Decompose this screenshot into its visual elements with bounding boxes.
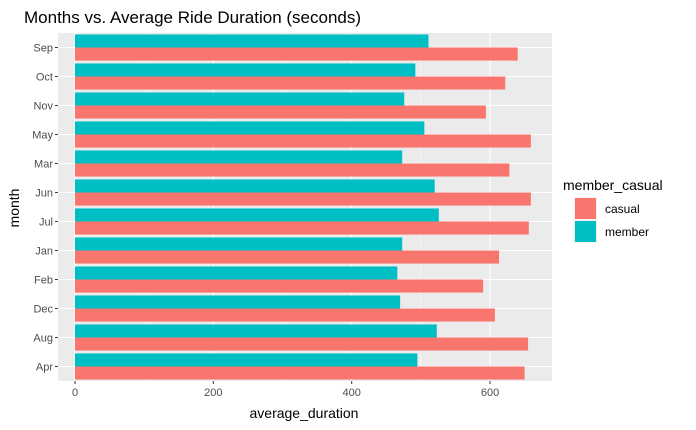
bar-casual-sep bbox=[75, 47, 518, 61]
bar-member-sep bbox=[75, 34, 429, 48]
y-tick-label: Mar bbox=[34, 159, 53, 171]
bar-casual-mar bbox=[75, 163, 510, 177]
x-axis-title: average_duration bbox=[250, 405, 359, 421]
y-tick-label: Jul bbox=[39, 217, 53, 229]
bar-casual-oct bbox=[75, 76, 506, 90]
bar-casual-apr bbox=[75, 366, 525, 380]
bar-member-may bbox=[75, 121, 425, 135]
legend-label-member: member bbox=[605, 225, 649, 239]
bar-member-feb bbox=[75, 266, 398, 280]
y-axis-ticks: Sep Oct Nov May Mar Jun Jul Jan Feb Dec Aug Apr bbox=[32, 43, 58, 374]
y-tick-label: Dec bbox=[33, 304, 53, 316]
bar-member-jun bbox=[75, 179, 435, 193]
plot-panel bbox=[58, 33, 552, 381]
y-tick-label: Jun bbox=[35, 188, 53, 200]
bar-casual-may bbox=[75, 134, 531, 148]
bar-member-jan bbox=[75, 237, 403, 251]
x-tick-label: 400 bbox=[343, 387, 361, 399]
y-tick-label: Aug bbox=[33, 333, 53, 345]
legend-label-casual: casual bbox=[605, 202, 640, 216]
bar-casual-nov bbox=[75, 105, 486, 119]
x-tick-label: 200 bbox=[204, 387, 222, 399]
bar-casual-feb bbox=[75, 279, 484, 293]
y-tick-label: Nov bbox=[33, 101, 53, 113]
chart-title: Months vs. Average Ride Duration (second… bbox=[24, 8, 361, 27]
x-tick-label: 600 bbox=[481, 387, 499, 399]
bar-member-apr bbox=[75, 353, 418, 367]
bar-member-oct bbox=[75, 63, 416, 77]
bar-casual-jul bbox=[75, 221, 529, 235]
bar-member-nov bbox=[75, 92, 405, 106]
bar-member-jul bbox=[75, 208, 439, 222]
bar-casual-jan bbox=[75, 250, 500, 264]
y-tick-label: May bbox=[32, 130, 53, 142]
x-axis-ticks: 0 200 400 600 bbox=[72, 381, 499, 399]
bars bbox=[75, 34, 531, 380]
legend-swatch-casual bbox=[575, 198, 596, 219]
legend-title: member_casual bbox=[563, 177, 663, 193]
y-tick-label: Sep bbox=[33, 43, 53, 55]
legend-swatch-member bbox=[575, 221, 596, 242]
bar-casual-dec bbox=[75, 308, 495, 322]
bar-member-mar bbox=[75, 150, 403, 164]
y-tick-label: Oct bbox=[36, 72, 53, 84]
bar-casual-jun bbox=[75, 192, 531, 206]
y-tick-label: Apr bbox=[36, 362, 53, 374]
legend: member_casual casual member bbox=[563, 177, 663, 243]
y-tick-label: Jan bbox=[35, 246, 53, 258]
x-tick-label: 0 bbox=[72, 387, 78, 399]
bar-casual-aug bbox=[75, 337, 529, 351]
bar-member-dec bbox=[75, 295, 401, 309]
bar-member-aug bbox=[75, 324, 437, 338]
y-axis-title: month bbox=[6, 189, 22, 228]
y-tick-label: Feb bbox=[34, 275, 53, 287]
